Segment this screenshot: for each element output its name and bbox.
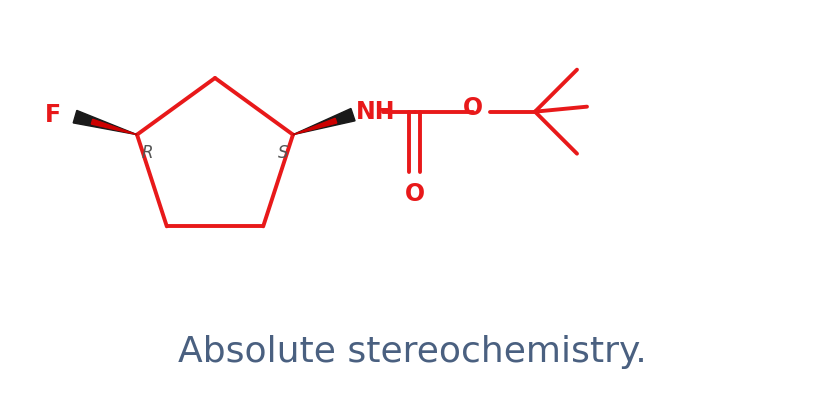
Polygon shape bbox=[73, 110, 137, 135]
Polygon shape bbox=[92, 119, 137, 135]
Text: NH: NH bbox=[356, 100, 395, 124]
Text: Absolute stereochemistry.: Absolute stereochemistry. bbox=[177, 335, 646, 369]
Text: R: R bbox=[141, 144, 153, 162]
Text: O: O bbox=[463, 96, 483, 120]
Text: F: F bbox=[45, 103, 61, 127]
Text: O: O bbox=[405, 182, 425, 206]
Text: S: S bbox=[278, 144, 288, 162]
Polygon shape bbox=[293, 108, 355, 135]
Polygon shape bbox=[293, 118, 337, 135]
